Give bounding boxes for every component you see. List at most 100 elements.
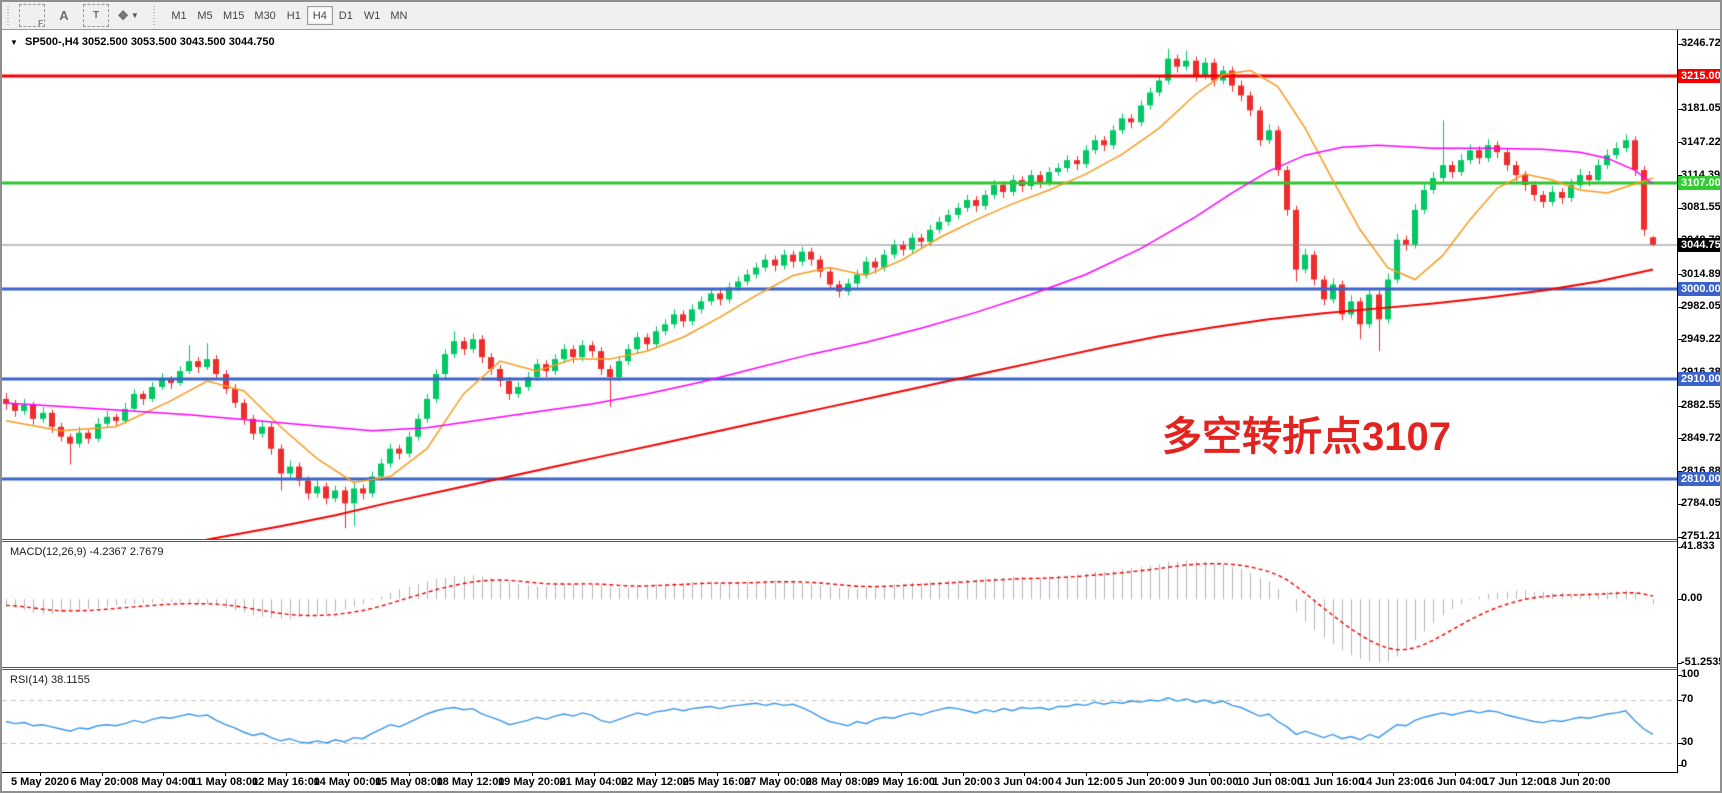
price-tick-mark xyxy=(1678,306,1682,308)
time-tick-mark xyxy=(1085,772,1087,776)
time-tick-mark xyxy=(778,772,779,776)
rsi-value: 38.1155 xyxy=(50,674,90,686)
time-tick-mark xyxy=(470,772,472,776)
low-value: 3043.500 xyxy=(179,36,226,48)
time-tick-mark xyxy=(1331,772,1333,776)
time-axis-label: 18 Jun 20:00 xyxy=(1544,776,1611,788)
high-value: 3053.500 xyxy=(130,36,177,48)
time-tick-mark xyxy=(1516,772,1517,776)
timeframe-button-M15[interactable]: M15 xyxy=(223,10,245,22)
time-axis-label: 22 May 12:00 xyxy=(621,776,689,788)
price-tick-label: 2982.055 xyxy=(1681,300,1721,313)
rsi-axis-label: 70 xyxy=(1681,693,1694,705)
time-tick-mark xyxy=(593,772,595,776)
pivot-annotation-text: 多空转折点3107 xyxy=(1162,415,1451,459)
price-tick-mark xyxy=(1678,43,1682,45)
rsi-tick-mark xyxy=(1678,699,1682,701)
symbol-dropdown-icon[interactable]: ▼ xyxy=(10,38,18,47)
rsi-axis-label: 100 xyxy=(1681,668,1700,680)
text-label-icon[interactable]: T xyxy=(83,4,109,27)
macd-main-value: -4.2367 xyxy=(89,546,127,558)
timeframe-button-M1[interactable]: M1 xyxy=(171,10,187,22)
time-axis-label: 10 Jun 08:00 xyxy=(1236,776,1304,788)
time-axis-label: 18 May 12:00 xyxy=(436,776,505,788)
time-tick-mark xyxy=(40,772,41,776)
price-flag-label: 3107.000 xyxy=(1678,176,1720,191)
price-flag-label: 3215.000 xyxy=(1678,68,1720,83)
close-value: 3044.750 xyxy=(228,36,275,48)
rsi-axis-label: 30 xyxy=(1681,736,1694,748)
time-tick-mark xyxy=(1270,772,1271,776)
price-chart-canvas[interactable] xyxy=(2,30,1678,539)
price-tick-mark xyxy=(1678,536,1682,538)
price-axis-border xyxy=(1677,30,1678,772)
time-axis-label: 6 May 20:00 xyxy=(70,776,133,788)
time-tick-mark xyxy=(655,772,656,776)
timeframe-button-H4[interactable]: H4 xyxy=(306,6,333,25)
shapes-dropdown-button[interactable]: ❖ ▼ xyxy=(115,4,141,27)
price-tick-label: 3014.890 xyxy=(1681,267,1721,280)
price-tick-mark xyxy=(1678,274,1682,276)
price-tick-mark xyxy=(1678,108,1682,110)
timeframe-button-W1[interactable]: W1 xyxy=(363,10,381,22)
timeframe-button-MN[interactable]: MN xyxy=(390,10,408,22)
macd-indicator-label: MACD(12,26,9) -4.2367 2.7679 xyxy=(10,546,164,558)
time-tick-mark xyxy=(1577,772,1579,776)
time-tick-mark xyxy=(1024,772,1025,776)
macd-axis-label: 41.833 xyxy=(1681,540,1715,552)
time-tick-mark xyxy=(716,772,718,776)
price-tick-mark xyxy=(1678,438,1682,440)
time-axis-label: 1 Jun 20:00 xyxy=(932,776,993,788)
chart-area[interactable]: ▼ SP500-,H4 3052.500 3053.500 3043.500 3… xyxy=(2,29,1721,791)
macd-pane-canvas[interactable] xyxy=(2,541,1678,667)
time-tick-mark xyxy=(962,772,964,776)
price-flag-label: 2910.000 xyxy=(1678,372,1720,387)
price-flag-label: 2810.000 xyxy=(1678,471,1720,486)
price-tick-mark xyxy=(1678,503,1682,505)
price-tick-label: 3246.725 xyxy=(1681,37,1721,49)
shapes-icon: ❖ xyxy=(117,7,129,23)
macd-tick-mark xyxy=(1678,546,1682,548)
time-axis-label: 14 Jun 23:00 xyxy=(1359,776,1427,788)
rsi-indicator-label: RSI(14) 38.1155 xyxy=(10,674,90,686)
time-axis-label: 11 Jun 16:00 xyxy=(1298,776,1365,788)
time-axis-label: 12 May 16:00 xyxy=(252,776,320,788)
crosshair-f-icon[interactable] xyxy=(19,4,45,28)
price-tick-mark xyxy=(1678,339,1682,341)
price-tick-label: 2882.555 xyxy=(1681,399,1721,412)
toolbar-gripper[interactable] xyxy=(6,5,12,26)
symbol-label: SP500-,H4 xyxy=(24,36,79,48)
time-axis-label: 4 Jun 12:00 xyxy=(1055,776,1116,788)
time-axis-label: 19 May 20:00 xyxy=(498,776,566,788)
text-icon[interactable]: A xyxy=(59,8,69,23)
timeframe-button-M30[interactable]: M30 xyxy=(254,10,276,22)
timeframe-button-M5[interactable]: M5 xyxy=(197,10,213,22)
open-value: 3052.500 xyxy=(81,36,128,48)
timeframe-button-group: M1 M5 M15 M30 H1 H4 D1 W1 MN xyxy=(166,6,412,25)
time-tick-mark xyxy=(839,772,841,776)
time-axis-label: 29 May 16:00 xyxy=(867,776,935,788)
time-axis-label: 17 Jun 12:00 xyxy=(1482,776,1550,788)
timeframe-button-H1[interactable]: H1 xyxy=(286,10,301,22)
price-flag-label: 3000.000 xyxy=(1678,282,1720,297)
rsi-tick-mark xyxy=(1678,674,1682,676)
chart-ohlc-header: ▼ SP500-,H4 3052.500 3053.500 3043.500 3… xyxy=(10,36,275,48)
time-axis-label: 5 Jun 20:00 xyxy=(1117,776,1177,788)
rsi-pane-canvas[interactable] xyxy=(2,669,1678,772)
timeframe-toolbar-gripper[interactable] xyxy=(152,5,158,26)
time-axis-label: 5 May 2020 xyxy=(10,776,70,788)
time-tick-mark xyxy=(1454,772,1456,776)
time-tick-mark xyxy=(163,772,164,776)
macd-signal-value: 2.7679 xyxy=(129,546,164,558)
price-tick-label: 2784.050 xyxy=(1681,497,1721,510)
rsi-axis-label: 0 xyxy=(1681,758,1688,770)
macd-name: MACD(12,26,9) xyxy=(10,546,87,558)
time-axis-label: 3 Jun 04:00 xyxy=(994,776,1054,788)
time-axis-label: 16 Jun 04:00 xyxy=(1421,776,1488,788)
price-tick-mark xyxy=(1678,142,1682,144)
rsi-tick-mark xyxy=(1678,764,1682,766)
time-tick-mark xyxy=(347,772,349,776)
timeframe-button-D1[interactable]: D1 xyxy=(338,10,353,22)
time-tick-mark xyxy=(409,772,410,776)
